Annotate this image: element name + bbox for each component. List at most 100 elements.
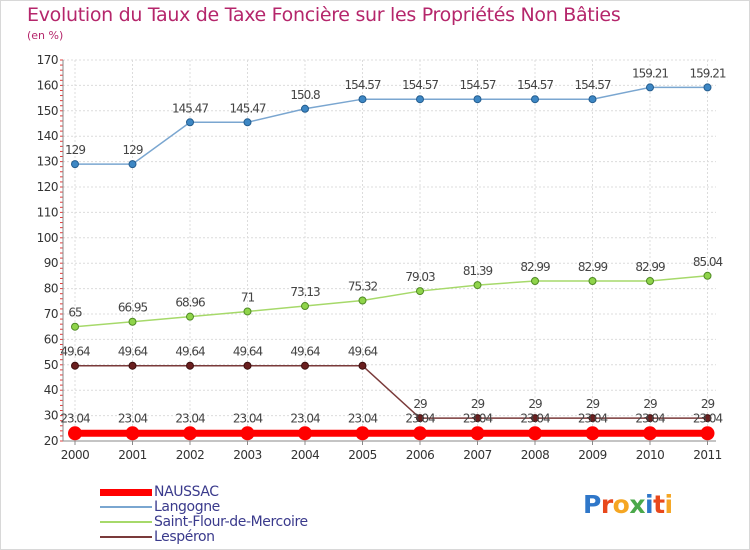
data-point <box>301 104 309 113</box>
data-label: 82.99 <box>520 260 550 274</box>
logo-letter: r <box>600 490 613 519</box>
logo-letter: x <box>629 490 645 519</box>
y-tick-label: 90 <box>44 256 58 270</box>
data-point <box>183 426 197 441</box>
logo-letter: i <box>645 490 654 519</box>
y-tick-label: 150 <box>37 104 58 118</box>
data-point <box>531 414 539 423</box>
data-label: 23.04 <box>520 411 550 425</box>
x-tick-label: 2000 <box>61 448 90 462</box>
data-point <box>646 83 654 92</box>
x-tick-label: 2008 <box>521 448 550 462</box>
data-point <box>473 95 482 104</box>
data-point <box>588 414 597 423</box>
data-label: 23.04 <box>60 411 90 425</box>
x-tick-label: 2003 <box>233 448 262 462</box>
data-label: 145.47 <box>230 101 266 115</box>
x-tick-label: 2001 <box>118 448 147 462</box>
data-point <box>125 426 140 441</box>
data-point <box>416 95 424 104</box>
y-tick-label: 140 <box>37 129 58 143</box>
y-tick-label: 170 <box>37 53 58 67</box>
data-point <box>528 426 542 441</box>
data-label: 49.64 <box>348 345 378 359</box>
legend-label: Saint-Flour-de-Mercoire <box>154 514 308 530</box>
data-label: 66.95 <box>118 301 148 315</box>
data-point <box>358 296 367 305</box>
x-tick-label: 2006 <box>406 448 435 462</box>
logo-letter: P <box>583 490 601 519</box>
chart-title: Evolution du Taux de Taxe Foncière sur l… <box>27 4 621 26</box>
y-tick-label: 120 <box>37 180 58 194</box>
data-point <box>643 426 657 441</box>
logo-letter: t <box>653 490 665 519</box>
y-tick-label: 70 <box>44 307 58 321</box>
data-point <box>355 426 370 441</box>
data-label: 29 <box>471 397 485 411</box>
x-tick-label: 2004 <box>291 448 320 462</box>
data-label: 79.03 <box>405 270 435 284</box>
data-label: 154.57 <box>575 78 611 92</box>
data-label: 29 <box>413 397 427 411</box>
data-label: 29 <box>643 397 657 411</box>
legend-swatch <box>100 506 152 508</box>
data-label: 23.04 <box>233 411 263 425</box>
data-label: 49.64 <box>175 345 205 359</box>
data-point <box>71 160 79 169</box>
data-point <box>700 426 715 441</box>
data-label: 154.57 <box>517 78 553 92</box>
y-axis-unit: (en %) <box>27 29 64 42</box>
y-tick-label: 60 <box>44 332 58 346</box>
legend-swatch <box>100 536 152 538</box>
data-point <box>301 361 309 370</box>
y-tick-label: 100 <box>37 231 58 245</box>
data-point <box>128 361 137 370</box>
data-point <box>531 95 539 104</box>
data-label: 29 <box>528 397 542 411</box>
data-point <box>128 317 137 326</box>
legend-label: Langogne <box>154 499 220 515</box>
data-point <box>358 95 367 104</box>
x-tick-label: 2005 <box>348 448 377 462</box>
data-label: 150.8 <box>290 88 320 102</box>
data-point <box>128 160 137 169</box>
data-label: 49.64 <box>290 345 320 359</box>
data-label: 23.04 <box>463 411 493 425</box>
data-label: 65 <box>68 306 82 320</box>
data-label: 154.57 <box>402 78 438 92</box>
data-label: 82.99 <box>578 260 608 274</box>
series-line-1 <box>75 86 708 165</box>
legend-label: NAUSSAC <box>154 484 219 500</box>
data-point <box>413 426 427 441</box>
data-label: 159.21 <box>632 66 668 80</box>
data-label: 68.96 <box>175 296 205 310</box>
data-point <box>703 414 712 423</box>
data-point <box>358 361 367 370</box>
data-label: 75.32 <box>348 279 378 293</box>
data-point <box>646 277 654 286</box>
data-label: 23.04 <box>118 411 148 425</box>
data-point <box>186 361 194 370</box>
data-point <box>71 361 79 370</box>
data-point <box>416 414 424 423</box>
data-point <box>186 118 194 127</box>
data-label: 23.04 <box>578 411 608 425</box>
data-label: 29 <box>701 397 715 411</box>
data-label: 145.47 <box>172 101 208 115</box>
data-point <box>585 426 600 441</box>
legend-swatch <box>100 489 152 496</box>
data-label: 154.57 <box>345 78 381 92</box>
y-tick-label: 110 <box>37 205 58 219</box>
data-point <box>703 271 712 280</box>
y-tick-label: 160 <box>37 78 58 92</box>
legend-swatch <box>100 521 152 523</box>
legend-label: Lespéron <box>154 529 215 545</box>
y-tick-label: 40 <box>44 383 58 397</box>
data-point <box>531 277 539 286</box>
y-tick-label: 20 <box>44 434 58 448</box>
x-tick-label: 2007 <box>463 448 492 462</box>
data-label: 49.64 <box>233 345 263 359</box>
data-point <box>243 361 252 370</box>
data-label: 71 <box>241 290 255 304</box>
y-tick-label: 80 <box>44 282 58 296</box>
